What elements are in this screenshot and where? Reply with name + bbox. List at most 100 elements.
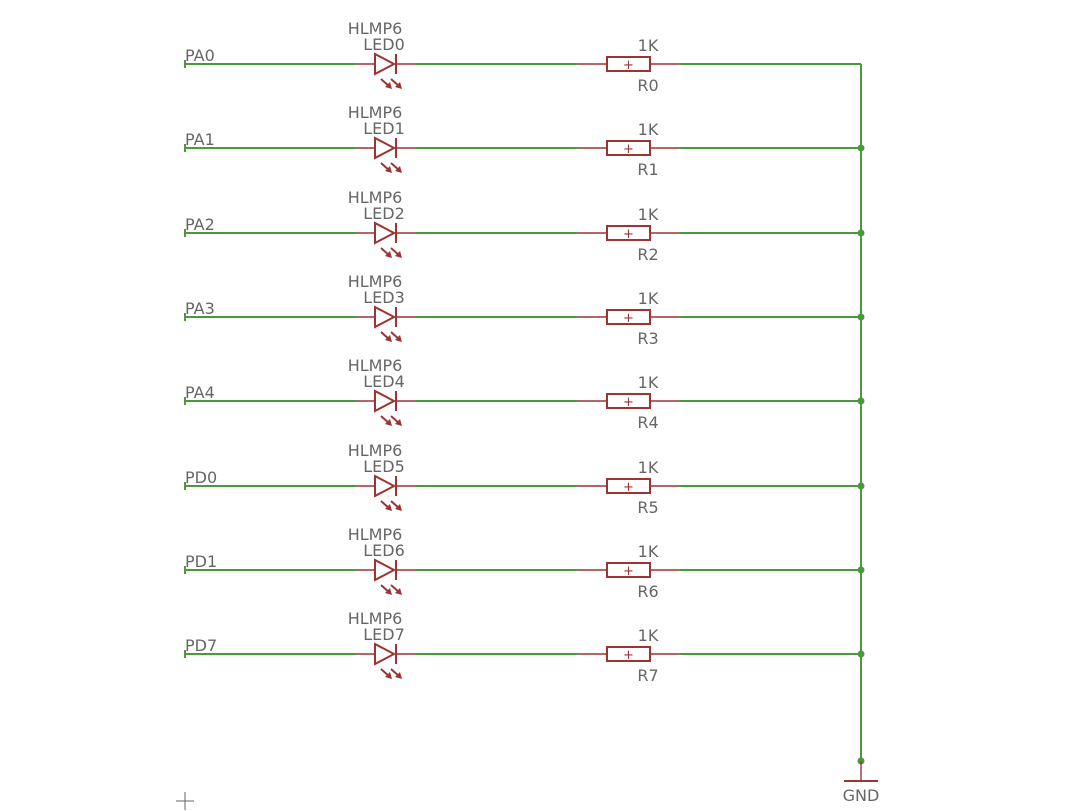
net-label: PA1 bbox=[185, 130, 215, 149]
resistor-plus-mark: + bbox=[623, 142, 634, 157]
led-triangle bbox=[374, 474, 397, 498]
led-symbol bbox=[355, 558, 416, 595]
origin-marker bbox=[176, 792, 194, 810]
resistor-name-label: R4 bbox=[637, 413, 658, 432]
led-triangle bbox=[374, 389, 397, 413]
resistor-body bbox=[606, 393, 651, 409]
resistor-body bbox=[606, 140, 651, 156]
led-value-label: HLMP6 bbox=[348, 188, 403, 207]
ground-symbol-group: GND bbox=[843, 761, 880, 805]
led-name-label: LED5 bbox=[363, 457, 405, 476]
led-emission-arrows-icon bbox=[380, 584, 402, 595]
led-symbol bbox=[355, 221, 416, 258]
net-label: PD0 bbox=[185, 468, 217, 487]
resistor-body bbox=[606, 56, 651, 72]
resistor-symbol: + bbox=[577, 140, 680, 157]
led-value-label: HLMP6 bbox=[348, 19, 403, 38]
resistor-symbol: + bbox=[577, 562, 680, 579]
led-value-label: HLMP6 bbox=[348, 609, 403, 628]
led-value-label: HLMP6 bbox=[348, 103, 403, 122]
resistor-value-label: 1K bbox=[638, 458, 659, 477]
resistor-plus-mark: + bbox=[623, 564, 634, 579]
resistor-value-label: 1K bbox=[638, 36, 659, 55]
led-triangle bbox=[374, 52, 397, 76]
resistor-body bbox=[606, 225, 651, 241]
led-emission-arrows-icon bbox=[380, 668, 402, 679]
resistor-name-label: R2 bbox=[637, 245, 658, 264]
resistor-symbol: + bbox=[577, 309, 680, 326]
led-symbol bbox=[355, 305, 416, 342]
led-emission-arrows-icon bbox=[380, 415, 402, 426]
led-triangle bbox=[374, 221, 397, 245]
led-emission-arrows-icon bbox=[380, 78, 402, 89]
led-name-label: LED4 bbox=[363, 372, 405, 391]
resistor-body bbox=[606, 562, 651, 578]
resistor-value-label: 1K bbox=[638, 289, 659, 308]
led-value-label: HLMP6 bbox=[348, 272, 403, 291]
resistor-body bbox=[606, 646, 651, 662]
led-symbol bbox=[355, 52, 416, 89]
resistor-plus-mark: + bbox=[623, 58, 634, 73]
resistor-name-label: R0 bbox=[637, 76, 658, 95]
led-value-label: HLMP6 bbox=[348, 356, 403, 375]
led-value-label: HLMP6 bbox=[348, 525, 403, 544]
net-label: PA4 bbox=[185, 383, 215, 402]
resistor-name-label: R3 bbox=[637, 329, 658, 348]
led-symbol bbox=[355, 474, 416, 511]
resistor-symbol: + bbox=[577, 56, 680, 73]
resistor-plus-mark: + bbox=[623, 648, 634, 663]
resistor-symbol: + bbox=[577, 225, 680, 242]
resistor-name-label: R5 bbox=[637, 498, 658, 517]
led-name-label: LED7 bbox=[363, 625, 405, 644]
resistor-value-label: 1K bbox=[638, 373, 659, 392]
led-triangle bbox=[374, 305, 397, 329]
resistor-name-label: R1 bbox=[637, 160, 658, 179]
led-symbol bbox=[355, 642, 416, 679]
led-value-label: HLMP6 bbox=[348, 441, 403, 460]
resistor-symbol: + bbox=[577, 478, 680, 495]
resistor-symbol: + bbox=[577, 646, 680, 663]
net-label: PA2 bbox=[185, 215, 215, 234]
led-name-label: LED2 bbox=[363, 204, 405, 223]
resistor-body bbox=[606, 309, 651, 325]
resistor-value-label: 1K bbox=[638, 542, 659, 561]
resistor-plus-mark: + bbox=[623, 395, 634, 410]
resistor-plus-mark: + bbox=[623, 311, 634, 326]
ground-label: GND bbox=[843, 786, 880, 805]
led-emission-arrows-icon bbox=[380, 331, 402, 342]
led-name-label: LED3 bbox=[363, 288, 405, 307]
led-name-label: LED6 bbox=[363, 541, 405, 560]
net-label: PA0 bbox=[185, 46, 215, 65]
resistor-value-label: 1K bbox=[638, 120, 659, 139]
led-triangle bbox=[374, 136, 397, 160]
net-label: PD7 bbox=[185, 636, 217, 655]
net-label: PA3 bbox=[185, 299, 215, 318]
led-symbol bbox=[355, 136, 416, 173]
led-symbol bbox=[355, 389, 416, 426]
resistor-body bbox=[606, 478, 651, 494]
led-name-label: LED1 bbox=[363, 119, 405, 138]
led-emission-arrows-icon bbox=[380, 247, 402, 258]
led-name-label: LED0 bbox=[363, 35, 405, 54]
ground-bus bbox=[857, 64, 865, 765]
resistor-value-label: 1K bbox=[638, 626, 659, 645]
resistor-name-label: R7 bbox=[637, 666, 658, 685]
net-label: PD1 bbox=[185, 552, 217, 571]
led-triangle bbox=[374, 558, 397, 582]
resistor-symbol: + bbox=[577, 393, 680, 410]
resistor-value-label: 1K bbox=[638, 205, 659, 224]
resistor-plus-mark: + bbox=[623, 480, 634, 495]
resistor-plus-mark: + bbox=[623, 227, 634, 242]
led-emission-arrows-icon bbox=[380, 500, 402, 511]
resistor-name-label: R6 bbox=[637, 582, 658, 601]
led-emission-arrows-icon bbox=[380, 162, 402, 173]
